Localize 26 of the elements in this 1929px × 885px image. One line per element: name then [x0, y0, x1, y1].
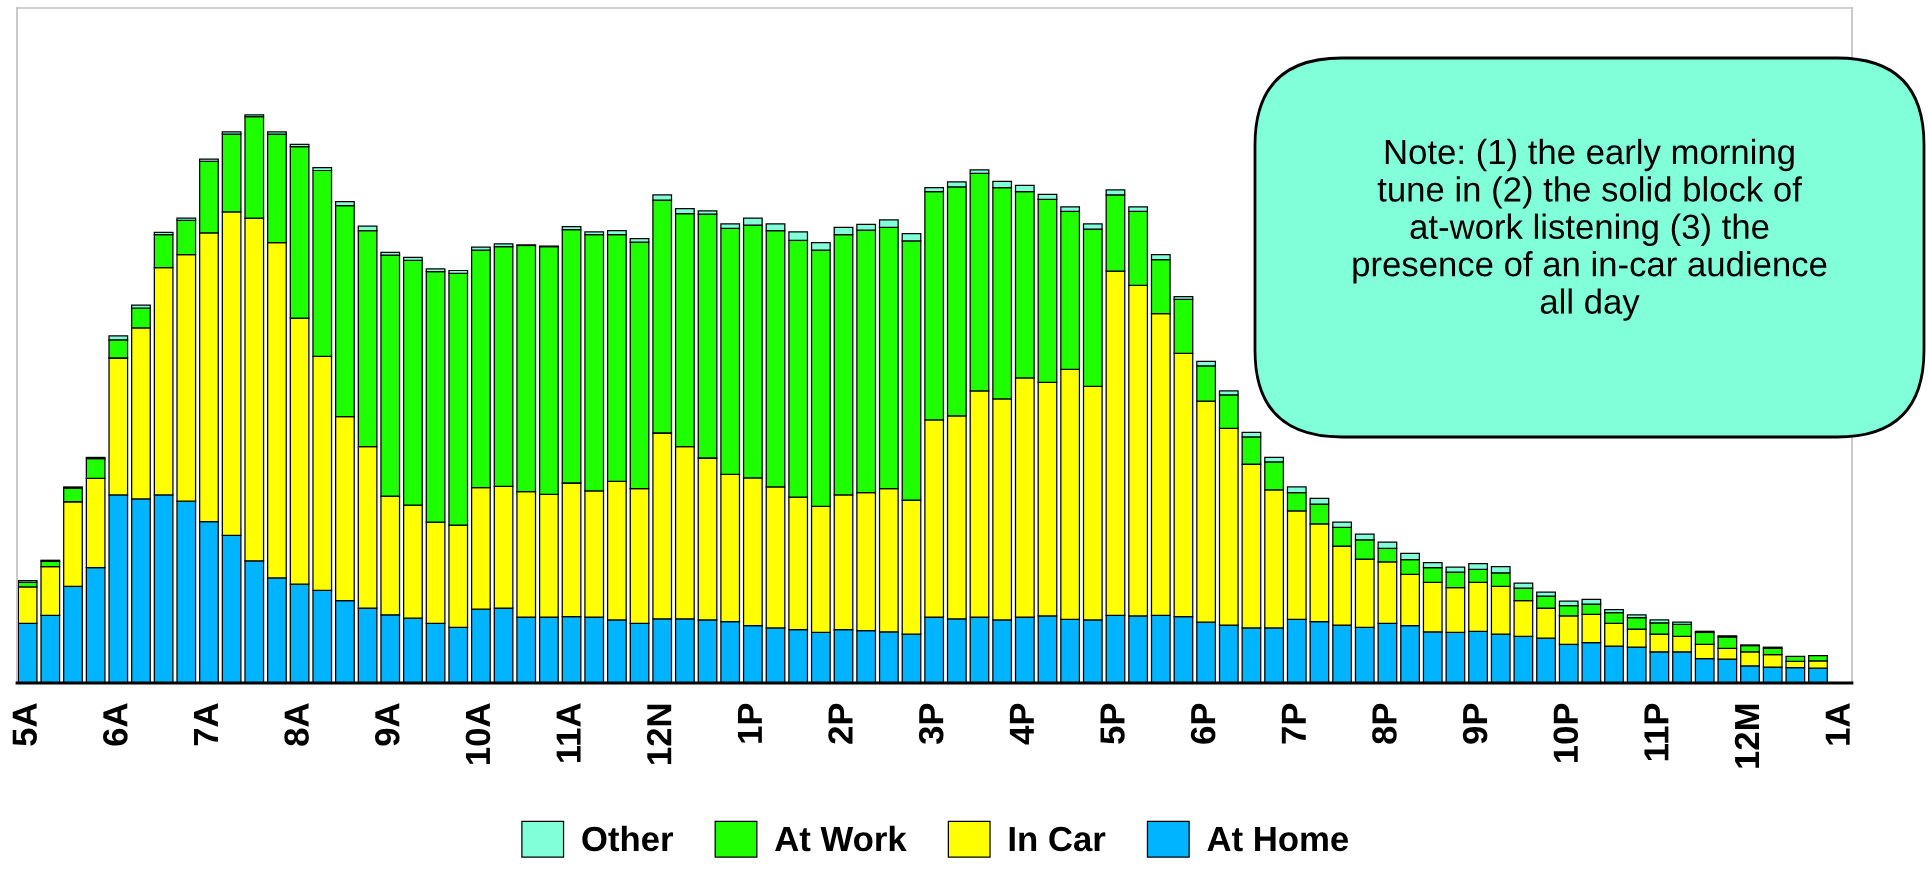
x-tick-label: 10P: [1553, 703, 1579, 763]
x-tick-label: 7P: [1281, 703, 1306, 744]
legend-label: At Home: [1207, 827, 1349, 852]
legend-label: Other: [582, 825, 673, 852]
x-tick-label: 1A: [1825, 703, 1850, 745]
x-tick-label: 5A: [12, 703, 37, 746]
legend-label: In Car: [1009, 826, 1106, 852]
x-tick-label: 4P: [1009, 703, 1034, 745]
x-tick-label: 8P: [1372, 703, 1397, 744]
x-tick-label: 9A: [374, 703, 400, 746]
legend-label: At Work: [775, 825, 907, 852]
annotation: Note: (1) the early morning tune in (2) the solid block of at-work listening (3) the presence of an in-car audience all day: [1353, 138, 1827, 321]
x-tick-label: 10A: [465, 703, 491, 764]
x-tick-label: 5P: [1100, 703, 1125, 744]
x-tick-label: 2P: [828, 703, 853, 744]
x-tick-label: 6A: [103, 703, 128, 746]
x-tick-label: 9P: [1462, 703, 1488, 744]
x-tick-label: 3P: [918, 703, 944, 745]
x-tick-label: 1P: [737, 703, 762, 743]
x-tick-label: 12M: [1734, 704, 1759, 768]
x-tick-label: 6P: [1190, 703, 1216, 744]
x-tick-label: 12N: [646, 704, 672, 764]
x-tick-label: 7A: [194, 703, 218, 746]
x-tick-label: 11A: [556, 703, 581, 763]
x-tick-label: 11P: [1644, 703, 1669, 761]
x-tick-label: 8A: [284, 703, 309, 746]
